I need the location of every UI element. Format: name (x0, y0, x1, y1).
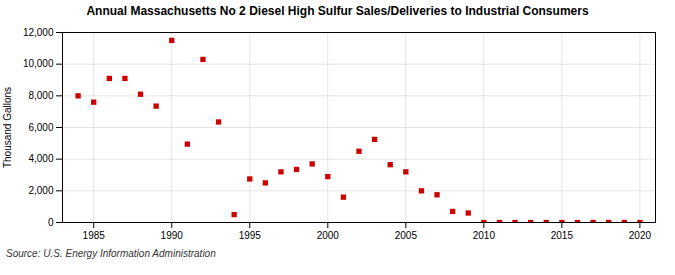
svg-text:2010: 2010 (473, 230, 496, 241)
svg-text:0: 0 (48, 217, 54, 228)
svg-text:8,000: 8,000 (28, 90, 53, 101)
svg-text:1990: 1990 (161, 230, 184, 241)
svg-text:1995: 1995 (239, 230, 262, 241)
html-text:Annual Massachusetts No 2 Dies: Annual Massachusetts No 2 Diesel High Su… (86, 4, 589, 18)
svg-text:1985: 1985 (83, 230, 106, 241)
svg-text:2,000: 2,000 (28, 185, 53, 196)
svg-text:2005: 2005 (395, 230, 418, 241)
svg-text:2020: 2020 (629, 230, 652, 241)
svg-text:2000: 2000 (317, 230, 340, 241)
svg-text:12,000: 12,000 (23, 27, 54, 38)
svg-text:10,000: 10,000 (23, 58, 54, 69)
html-text:Source: U.S. Energy Informatio: Source: U.S. Energy Information Administ… (6, 248, 216, 259)
svg-text:2015: 2015 (551, 230, 574, 241)
svg-text:6,000: 6,000 (28, 122, 53, 133)
svg-text:Thousand Gallons: Thousand Gallons (2, 87, 13, 168)
svg-text:4,000: 4,000 (28, 153, 53, 164)
